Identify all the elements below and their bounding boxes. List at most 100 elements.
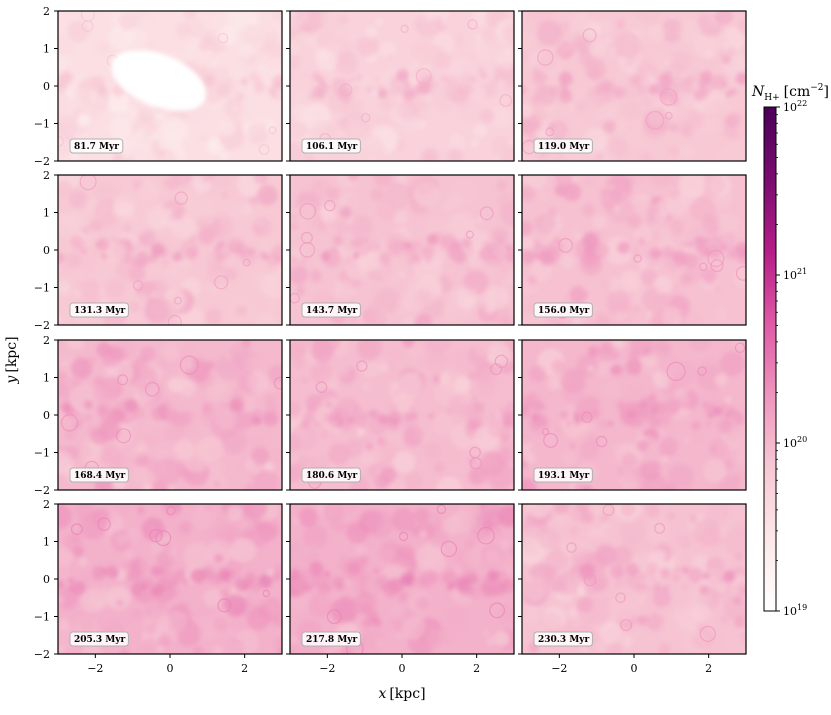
y-tick-label: 1	[43, 536, 50, 549]
midplane-blob	[649, 247, 662, 260]
density-blob	[546, 378, 560, 392]
density-blob	[326, 187, 340, 200]
midplane-blob	[550, 566, 559, 575]
midplane-blob	[161, 580, 174, 593]
density-blob	[496, 180, 508, 191]
density-blob	[179, 521, 192, 534]
midplane-blob	[548, 239, 564, 255]
density-blob	[612, 364, 624, 376]
density-blob	[131, 186, 158, 213]
density-blob	[608, 184, 615, 190]
midplane-blob	[486, 242, 492, 248]
midplane-blob	[405, 242, 412, 249]
density-blob	[209, 175, 232, 189]
density-blob	[401, 616, 426, 640]
midplane-blob	[58, 580, 65, 589]
midplane-blob	[359, 249, 368, 257]
density-blob	[123, 106, 138, 122]
midplane-blob	[681, 82, 694, 95]
midplane-blob	[593, 569, 600, 577]
time-label: 230.3 Myr	[538, 635, 590, 645]
midplane-blob	[586, 415, 592, 421]
bubble-shell	[545, 127, 555, 137]
density-blob	[348, 317, 358, 325]
midplane-blob	[614, 582, 620, 587]
map-panel: 119.0 Myr	[518, 10, 747, 162]
density-blob	[733, 615, 746, 628]
density-blob	[362, 618, 372, 628]
density-blob	[402, 315, 418, 325]
midplane-blob	[698, 255, 706, 263]
density-blob	[210, 461, 223, 475]
density-blob	[367, 153, 379, 161]
density-blob	[597, 639, 610, 652]
midplane-blob	[601, 81, 617, 96]
midplane-blob	[100, 252, 108, 260]
midplane-blob	[706, 235, 720, 249]
map-panel: 230.3 Myr −2 0 2	[518, 503, 747, 675]
bubble-shell	[97, 517, 111, 531]
midplane-blob	[636, 77, 642, 83]
density-blob	[290, 227, 298, 237]
midplane-blob	[89, 82, 96, 90]
density-blob	[665, 96, 672, 104]
density-blob	[563, 401, 576, 414]
density-blob	[212, 645, 223, 654]
bubble-shell	[79, 175, 97, 191]
density-blob	[141, 517, 165, 541]
y-axis-label: y [kpc]	[4, 336, 20, 384]
midplane-blob	[420, 244, 435, 259]
midplane-blob	[219, 402, 228, 410]
bubble-shell	[489, 602, 506, 619]
midplane-blob	[487, 569, 499, 582]
midplane-blob	[598, 419, 609, 430]
midplane-blob	[141, 583, 148, 590]
density-blob	[604, 36, 612, 44]
density-blob	[172, 209, 183, 221]
density-blob	[574, 482, 585, 490]
density-blob	[671, 522, 697, 548]
colorbar-tick-label: 1021	[783, 267, 807, 282]
density-blob	[522, 577, 528, 586]
midplane-blob	[625, 562, 639, 576]
time-label: 156.0 Myr	[538, 306, 590, 316]
density-blob	[732, 473, 743, 485]
midplane-blob	[396, 69, 409, 82]
colorbar-label-subscript: H+	[764, 93, 779, 103]
midplane-blob	[431, 81, 439, 89]
density-blob	[351, 581, 363, 593]
midplane-blob	[388, 403, 399, 414]
midplane-blob	[504, 243, 513, 252]
density-blob	[367, 68, 383, 84]
midplane-blob	[457, 87, 465, 94]
density-blob	[522, 604, 541, 624]
midplane-blob	[560, 88, 572, 100]
y-tick-label: 1	[43, 43, 50, 56]
time-label-box	[533, 302, 593, 318]
y-tick-label: −2	[34, 484, 50, 497]
bubble-shell	[299, 242, 316, 258]
density-blob	[387, 361, 397, 371]
density-map	[522, 340, 746, 490]
density-blob	[350, 125, 366, 140]
density-blob	[238, 42, 255, 59]
midplane-blob	[112, 85, 124, 98]
density-blob	[723, 528, 746, 555]
midplane-blob	[625, 408, 638, 420]
midplane-blob	[659, 567, 670, 578]
density-blob	[178, 378, 197, 397]
density-blob	[425, 24, 436, 35]
density-blob	[268, 57, 282, 75]
density-blob	[648, 24, 666, 42]
density-blob	[58, 180, 73, 197]
density-blob	[432, 413, 455, 437]
density-blob	[448, 212, 476, 240]
density-blob	[601, 521, 609, 530]
density-blob	[205, 308, 222, 325]
density-blob	[421, 549, 447, 575]
time-label-box	[69, 302, 129, 318]
density-blob	[247, 371, 269, 393]
midplane-blob	[218, 569, 230, 581]
bubble-shell	[132, 280, 144, 291]
y-tick-label: 1	[43, 372, 50, 385]
